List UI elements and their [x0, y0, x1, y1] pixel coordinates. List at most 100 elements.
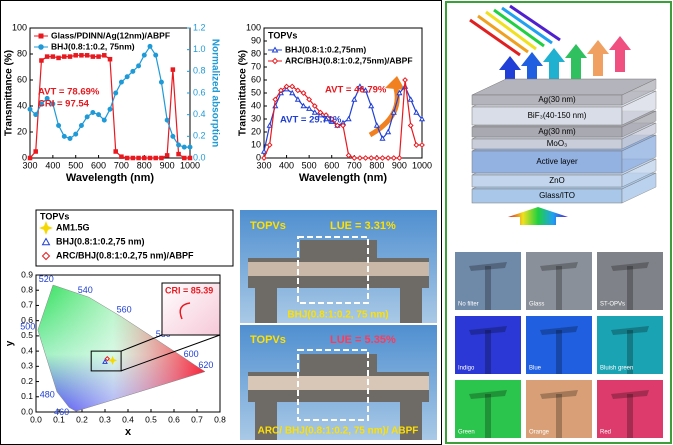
x-tick-label: 0.8: [214, 414, 226, 424]
x-tick-label: 500: [68, 160, 83, 170]
layer-label: Glass/ITO: [539, 191, 575, 200]
y-tick-label: 0.9: [21, 269, 33, 279]
layer-label: Active layer: [536, 157, 578, 166]
x-tick-label: 900: [392, 160, 407, 170]
tower: [485, 330, 491, 374]
marker: [73, 53, 78, 58]
marker: [345, 152, 352, 159]
annotation: AVT = 46.79%: [325, 85, 387, 96]
marker: [351, 96, 358, 102]
marker: [356, 83, 363, 89]
layer-label: BiF₃(40-150 nm): [528, 111, 587, 120]
annotation: AVT = 78.69%: [38, 87, 100, 98]
y-tick-label: 30: [251, 113, 261, 123]
marker: [334, 122, 341, 129]
x-tick-label: 0.2: [76, 414, 88, 424]
marker: [73, 131, 79, 137]
tower-top: [540, 262, 578, 271]
marker: [113, 149, 118, 154]
marker: [164, 117, 170, 123]
tower-top: [611, 262, 649, 271]
y-tick-label: 50: [251, 87, 261, 97]
marker: [41, 237, 51, 246]
marker: [124, 155, 130, 161]
tower-top: [469, 326, 507, 335]
marker: [176, 142, 182, 148]
marker: [50, 101, 56, 107]
tower: [485, 394, 491, 438]
marker: [130, 68, 136, 74]
marker: [294, 96, 301, 102]
marker: [141, 52, 147, 58]
photo-label: TOPVs: [250, 220, 286, 232]
legend-title: TOPVs: [268, 30, 297, 40]
marker: [84, 53, 90, 58]
marker: [136, 63, 142, 69]
marker: [102, 358, 108, 364]
tower: [556, 330, 562, 374]
marker: [266, 122, 273, 128]
marker: [289, 89, 296, 96]
y-tick-label: 0.7: [21, 300, 33, 310]
tower: [556, 266, 562, 310]
marker: [362, 87, 369, 93]
y-axis-title: Transmittance (%): [238, 50, 249, 136]
marker: [96, 54, 101, 59]
marker: [328, 116, 335, 122]
tower-top: [611, 326, 649, 335]
locus-label: 500: [20, 322, 35, 332]
marker: [379, 135, 386, 141]
layer-side: [621, 110, 657, 138]
locus-label: 600: [184, 349, 199, 359]
y-tick-label: 70: [251, 61, 261, 71]
marker: [39, 58, 44, 63]
marker: [396, 89, 403, 96]
layer-side: [621, 122, 657, 150]
y-tick-label: 40: [17, 100, 27, 110]
y2-tick-label: 0.0: [193, 152, 206, 162]
y2-tick-label: 0.2: [193, 131, 206, 141]
marker: [260, 148, 268, 154]
annotation: CRI = 97.54: [38, 99, 90, 110]
y-axis-title: y: [5, 340, 16, 346]
x-tick-label: 1000: [412, 160, 432, 170]
marker: [108, 355, 118, 365]
locus-label: 620: [198, 360, 213, 370]
marker: [396, 155, 403, 161]
marker: [107, 56, 113, 62]
marker: [67, 54, 73, 59]
marker: [368, 155, 375, 161]
x-tick-label: 700: [347, 160, 362, 170]
filter-tile: [597, 316, 663, 374]
annotation: AVT = 29.71%: [280, 115, 342, 126]
marker: [38, 33, 44, 39]
tower: [556, 394, 562, 438]
marker: [153, 52, 159, 58]
marker: [164, 153, 170, 158]
filter-label: Glass: [529, 302, 544, 308]
x-axis-title: x: [125, 426, 132, 438]
layer-side: [621, 172, 657, 204]
y2-tick-label: 0.4: [193, 109, 206, 119]
filter-tile: [455, 252, 521, 310]
y2-tick-label: 1.2: [193, 22, 206, 32]
marker: [119, 154, 124, 159]
y-tick-label: 0.3: [21, 361, 33, 371]
marker: [27, 106, 33, 112]
locus-overlay: [37, 284, 206, 412]
marker: [44, 54, 50, 59]
marker: [323, 112, 329, 119]
marker: [418, 115, 426, 122]
layer-side: [621, 78, 657, 106]
marker: [402, 77, 408, 83]
locus-label: 540: [78, 285, 93, 295]
filter-tile: [455, 380, 521, 438]
tower-top: [469, 262, 507, 271]
marker: [107, 106, 113, 112]
filter-label: Red: [600, 430, 611, 436]
marker: [102, 53, 107, 58]
rays: [469, 4, 561, 57]
marker: [317, 109, 324, 116]
x-tick-label: 800: [137, 160, 152, 170]
